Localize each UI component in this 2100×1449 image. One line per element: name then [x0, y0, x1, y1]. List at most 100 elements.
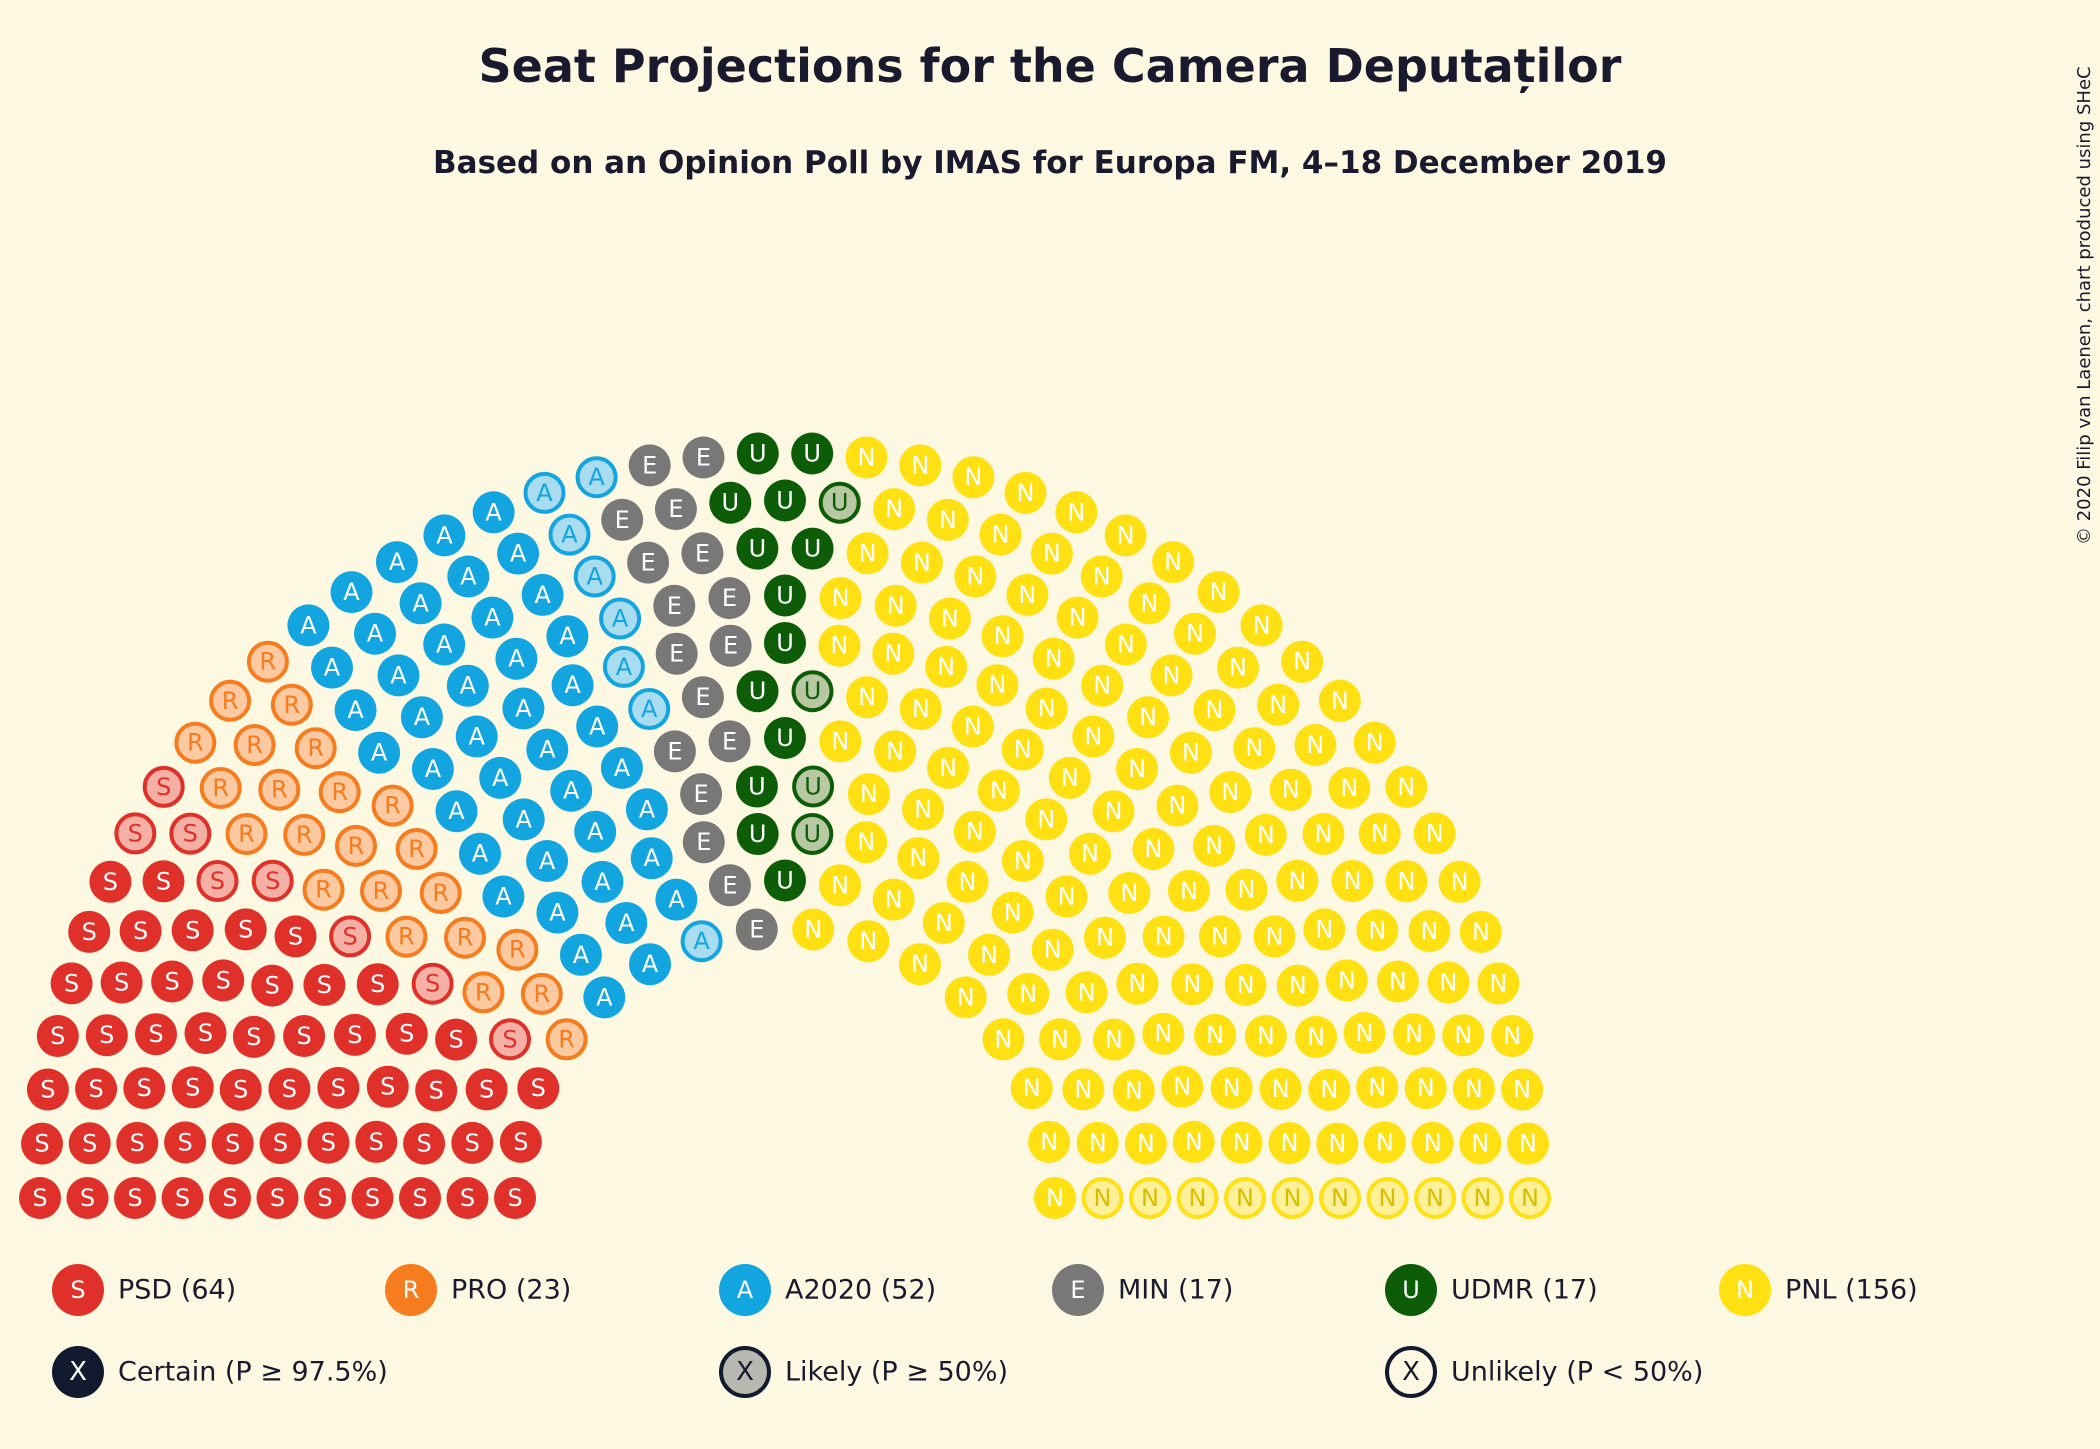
seat-pnl-circle: [1039, 1018, 1081, 1061]
seat-pnl-circle: [1194, 1013, 1237, 1056]
seat-pnl: N: [925, 645, 968, 688]
seat-a2020-letter: A: [343, 578, 360, 606]
seat-pnl-letter: N: [1398, 867, 1416, 895]
seat-pnl-letter: N: [1117, 521, 1135, 549]
seat-pnl-circle: [1281, 640, 1324, 683]
seat-pnl: N: [1366, 1177, 1409, 1219]
seat-pnl-letter: N: [858, 444, 876, 472]
seat-a2020-letter: A: [639, 795, 656, 823]
seat-pro-circle: [174, 721, 217, 764]
seat-a2020-circle: [375, 541, 418, 584]
seat-a2020: A: [599, 597, 642, 640]
seat-pnl-letter: N: [884, 640, 902, 668]
seat-psd-letter: S: [88, 1075, 103, 1103]
seat-a2020-letter: A: [587, 818, 604, 846]
seat-udmr-circle: [764, 859, 806, 902]
seat-pnl: N: [982, 1018, 1025, 1061]
seat-udmr-letter: U: [776, 724, 794, 752]
seat-psd-circle: [446, 1177, 489, 1219]
seat-pnl: N: [1294, 724, 1337, 766]
seat-udmr-letter: U: [749, 820, 767, 848]
seat-psd-circle: [171, 1066, 214, 1109]
seat-psd: S: [304, 1177, 346, 1219]
seat-psd-circle: [85, 1014, 128, 1057]
seat-pnl-letter: N: [1189, 1184, 1207, 1212]
seat-a2020: A: [459, 832, 501, 875]
seat-pnl-circle: [1004, 471, 1047, 514]
seat-pnl: N: [952, 456, 995, 499]
seat-pnl-circle: [977, 769, 1020, 812]
seat-pnl-letter: N: [1474, 1184, 1492, 1212]
seat-pnl-circle: [1142, 915, 1185, 958]
seat-a2020-letter: A: [534, 581, 551, 609]
seat-min-letter: E: [642, 451, 657, 479]
seat-pro: R: [302, 868, 345, 911]
seat-pnl-circle: [1108, 872, 1151, 914]
seat-pnl-circle: [1385, 765, 1428, 808]
seat-psd-letter: S: [365, 1184, 380, 1212]
seat-pnl-letter: N: [1237, 971, 1255, 999]
seat-psd: S: [114, 812, 157, 855]
seat-pnl-circle: [1393, 1013, 1435, 1056]
seat-a2020-letter: A: [612, 605, 629, 633]
seat-udmr-circle: [792, 765, 835, 808]
seat-pnl-letter: N: [1185, 1128, 1203, 1156]
seat-psd: S: [517, 1067, 560, 1110]
seat-pnl-letter: N: [1379, 1184, 1397, 1212]
seat-pnl-letter: N: [980, 941, 998, 969]
seat-a2020: A: [358, 731, 401, 774]
seat-udmr: U: [791, 527, 834, 570]
seat-psd-letter: S: [80, 1184, 95, 1212]
seat-a2020: A: [495, 637, 538, 680]
seat-pnl-circle: [927, 746, 970, 789]
seat-pnl-circle: [846, 532, 889, 575]
seat-psd: S: [399, 1177, 441, 1219]
seat-pnl-letter: N: [1307, 1023, 1325, 1051]
seat-a2020-letter: A: [563, 777, 580, 805]
seat-pnl: N: [979, 513, 1022, 556]
seat-udmr: U: [736, 527, 779, 570]
seat-pro: R: [496, 928, 539, 971]
seat-pnl: N: [1161, 1065, 1204, 1108]
legend-certainty-unlikely-label: Unlikely (P < 50%): [1451, 1357, 1703, 1388]
seat-pnl-letter: N: [1281, 1129, 1299, 1157]
seat-a2020-letter: A: [589, 713, 606, 741]
seat-psd-letter: S: [130, 1129, 145, 1157]
seat-pnl-letter: N: [885, 886, 903, 914]
seat-pnl-circle: [1092, 1018, 1135, 1061]
seat-pnl-circle: [1209, 771, 1252, 814]
seat-pnl-circle: [1104, 514, 1147, 557]
seat-pnl: N: [1259, 1067, 1302, 1110]
seat-pnl: N: [1152, 541, 1195, 584]
seat-pnl-circle: [1062, 1068, 1105, 1111]
seat-a2020-letter: A: [371, 739, 388, 767]
seat-pnl: N: [1031, 928, 1074, 971]
seat-psd: S: [164, 1121, 207, 1164]
seat-a2020-letter: A: [668, 886, 685, 914]
seat-pnl-circle: [872, 632, 915, 675]
seat-pnl-circle: [1427, 961, 1470, 1004]
seat-min: E: [709, 624, 752, 667]
seat-pnl: N: [1193, 824, 1235, 867]
seat-a2020: A: [574, 810, 617, 853]
seat-a2020-circle: [330, 571, 373, 614]
seat-pnl: N: [819, 577, 862, 620]
seat-pnl: N: [845, 821, 888, 864]
seat-pnl-letter: N: [1513, 1076, 1531, 1104]
seat-a2020-circle: [625, 788, 668, 831]
seat-a2020-letter: A: [618, 909, 635, 937]
seat-pnl-letter: N: [912, 695, 930, 723]
seat-psd-letter: S: [128, 819, 143, 847]
seat-psd-circle: [465, 1068, 508, 1111]
seat-pnl-letter: N: [1089, 1129, 1107, 1157]
seat-a2020-circle: [573, 555, 616, 598]
seat-pnl: N: [1452, 1067, 1495, 1110]
seat-pnl-letter: N: [988, 671, 1006, 699]
seat-min-circle: [601, 498, 644, 541]
seat-pro: R: [419, 872, 462, 914]
seat-a2020: A: [435, 790, 478, 833]
seat-pnl-letter: N: [1272, 1075, 1290, 1103]
seat-a2020: A: [548, 513, 591, 556]
seat-pro-circle: [294, 727, 337, 770]
seat-pnl-letter: N: [1233, 1129, 1251, 1157]
